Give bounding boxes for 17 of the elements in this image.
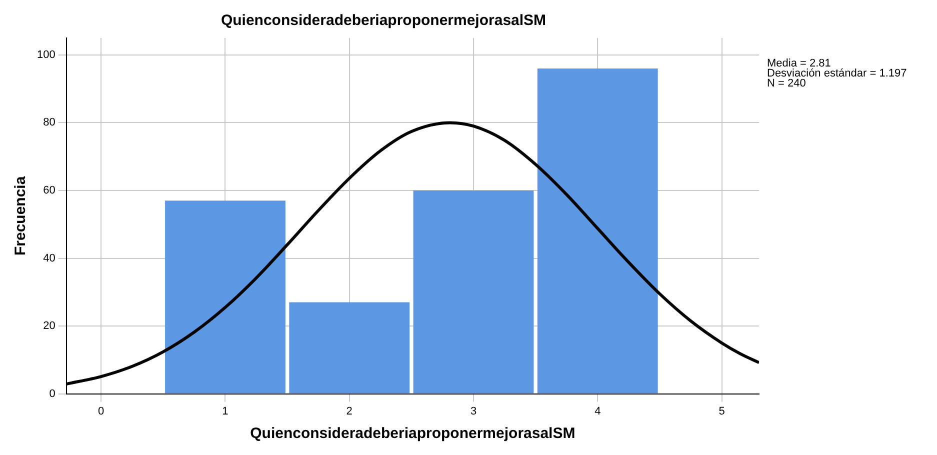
x-tick-label: 2: [346, 405, 352, 418]
x-tick-label: 3: [470, 405, 477, 418]
x-tick-label: 4: [594, 405, 601, 418]
y-tick-label: 80: [43, 116, 56, 129]
y-tick-label: 20: [43, 320, 56, 332]
y-tick-label: 60: [43, 184, 56, 197]
y-tick-label: 0: [49, 388, 56, 400]
text: Desviación estándar = 1.197: [767, 68, 907, 80]
x-axis-title: QuienconsideradeberiaproponermejorasalSM: [250, 425, 576, 442]
x-tick-label: 5: [718, 405, 725, 418]
x-tick-label: 0: [98, 405, 104, 418]
y-tick-label: 100: [36, 48, 56, 61]
text: N = 240: [767, 78, 806, 90]
y-axis-title: Frecuencia: [12, 176, 30, 256]
y-tick-label: 40: [43, 252, 56, 264]
x-tick-label: 1: [222, 405, 228, 418]
chart-title: QuienconsideradeberiaproponermejorasalSM: [220, 12, 546, 30]
